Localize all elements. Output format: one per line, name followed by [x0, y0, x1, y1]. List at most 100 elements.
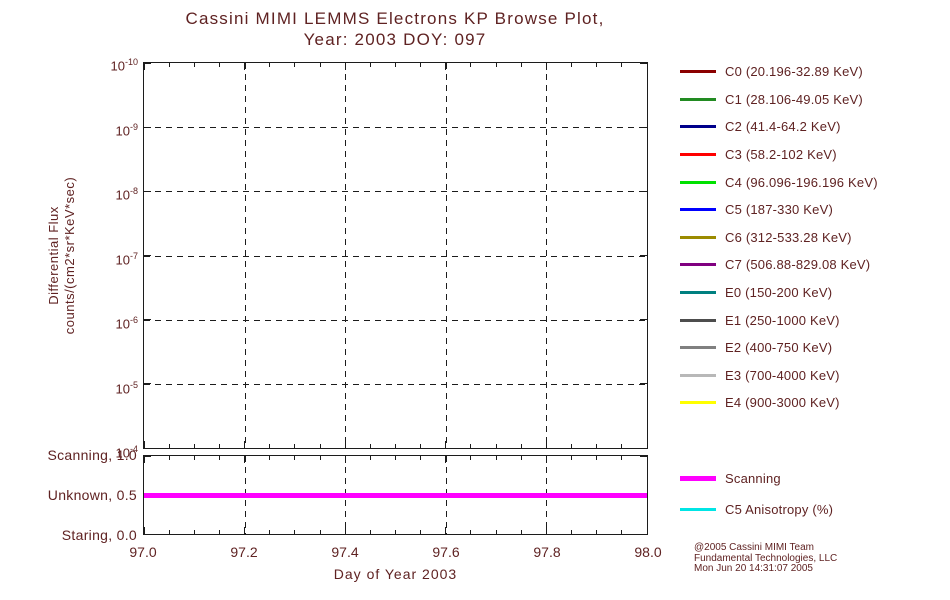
axis-tick [640, 319, 647, 321]
axis-tick [294, 444, 296, 448]
legend-item: C0 (20.196-32.89 KeV) [680, 58, 878, 86]
status-tick-label: Scanning, 1.0 [47, 447, 137, 463]
axis-tick [495, 63, 497, 67]
legend-color-line [680, 476, 716, 481]
axis-tick [319, 530, 321, 534]
legend-label: Scanning [725, 471, 781, 486]
axis-tick [495, 456, 497, 460]
axis-tick [294, 63, 296, 67]
axis-tick [218, 530, 220, 534]
y-tick-label: 10-10 [110, 57, 138, 74]
status-legend: Scanning C5 Anisotropy (%) [680, 463, 833, 525]
axis-tick [470, 456, 472, 460]
x-tick-label: 97.6 [432, 544, 460, 560]
horizontal-gridline [144, 319, 647, 321]
axis-tick [420, 530, 422, 534]
axis-tick [395, 530, 396, 534]
axis-tick [646, 441, 648, 448]
axis-tick [369, 530, 371, 534]
y-axis-title: Differential Flux counts/(cm2*sr*KeV*sec… [46, 62, 78, 449]
axis-tick [640, 126, 647, 128]
axis-tick [143, 527, 145, 534]
axis-tick [621, 456, 623, 460]
axis-tick [646, 456, 648, 463]
status-tick-label: Staring, 0.0 [61, 527, 137, 543]
x-tick-label: 97.2 [230, 544, 258, 560]
credit-line3: Mon Jun 20 14:31:07 2005 [694, 563, 813, 574]
x-tick-label: 97.4 [331, 544, 359, 560]
axis-tick [646, 527, 648, 534]
axis-tick [495, 530, 497, 534]
horizontal-gridline [144, 383, 647, 385]
plot-title: Cassini MIMI LEMMS Electrons KP Browse P… [0, 8, 790, 50]
legend-item: C1 (28.106-49.05 KeV) [680, 86, 878, 114]
legend-item: C5 Anisotropy (%) [680, 494, 833, 525]
y-axis-title-line2: counts/(cm2*sr*KeV*sec) [62, 176, 77, 335]
axis-tick [470, 530, 472, 534]
legend-item: C4 (96.096-196.196 KeV) [680, 168, 878, 196]
axis-tick [470, 63, 472, 67]
legend-color-line [680, 208, 716, 212]
axis-tick [144, 62, 151, 64]
axis-tick [640, 455, 647, 457]
axis-tick [144, 126, 151, 128]
axis-tick [395, 456, 396, 460]
legend-color-line [680, 291, 716, 295]
axis-tick [596, 456, 598, 460]
axis-tick [319, 63, 321, 67]
axis-tick [445, 441, 447, 448]
axis-tick [596, 530, 598, 534]
legend-label: E0 (150-200 KeV) [725, 285, 833, 301]
axis-tick [545, 527, 547, 534]
horizontal-gridline [144, 127, 647, 129]
axis-tick [640, 190, 647, 192]
axis-tick [144, 455, 151, 457]
axis-tick [646, 63, 648, 70]
axis-tick [545, 63, 547, 70]
legend-color-line [680, 346, 716, 350]
axis-tick [420, 456, 422, 460]
y-axis-title-line1: Differential Flux [46, 206, 61, 305]
axis-tick [545, 456, 547, 463]
legend-label: C5 Anisotropy (%) [725, 502, 834, 517]
axis-tick [520, 63, 522, 67]
axis-tick [420, 63, 422, 67]
axis-tick [445, 63, 447, 70]
axis-tick [369, 444, 371, 448]
axis-tick [545, 441, 547, 448]
legend-item: C5 (187-330 KeV) [680, 196, 878, 224]
legend-label: C7 (506.88-829.08 KeV) [725, 257, 871, 273]
legend-color-line [680, 263, 716, 267]
credit-line1: @2005 Cassini MIMI Team [694, 542, 815, 553]
legend-item: C7 (506.88-829.08 KeV) [680, 251, 878, 279]
axis-tick [218, 444, 220, 448]
axis-tick [193, 63, 195, 67]
x-axis-title: Day of Year 2003 [333, 566, 458, 582]
legend-label: C5 (187-330 KeV) [725, 202, 833, 218]
axis-tick [244, 456, 246, 463]
axis-tick [640, 447, 647, 449]
legend-color-line [680, 153, 716, 157]
y-tick-label: 10-9 [115, 121, 138, 138]
axis-tick [319, 456, 321, 460]
axis-tick [144, 319, 151, 321]
legend-label: E3 (700-4000 KeV) [725, 367, 840, 383]
axis-tick [144, 533, 151, 535]
legend-label: C3 (58.2-102 KeV) [725, 147, 837, 163]
legend-color-line [680, 318, 716, 322]
credit-line2: Fundamental Technologies, LLC [694, 552, 838, 564]
axis-tick [269, 530, 271, 534]
legend-color-line [680, 508, 716, 511]
axis-tick [571, 530, 573, 534]
axis-tick [621, 530, 623, 534]
axis-tick [218, 63, 220, 67]
legend-color-line [680, 125, 716, 129]
legend-label: C6 (312-533.28 KeV) [725, 229, 852, 245]
axis-tick [445, 456, 447, 463]
axis-tick [640, 533, 647, 535]
legend-color-line [680, 97, 716, 101]
legend-item: C6 (312-533.28 KeV) [680, 224, 878, 252]
axis-tick [294, 530, 296, 534]
axis-tick [470, 444, 472, 448]
axis-tick [520, 530, 522, 534]
